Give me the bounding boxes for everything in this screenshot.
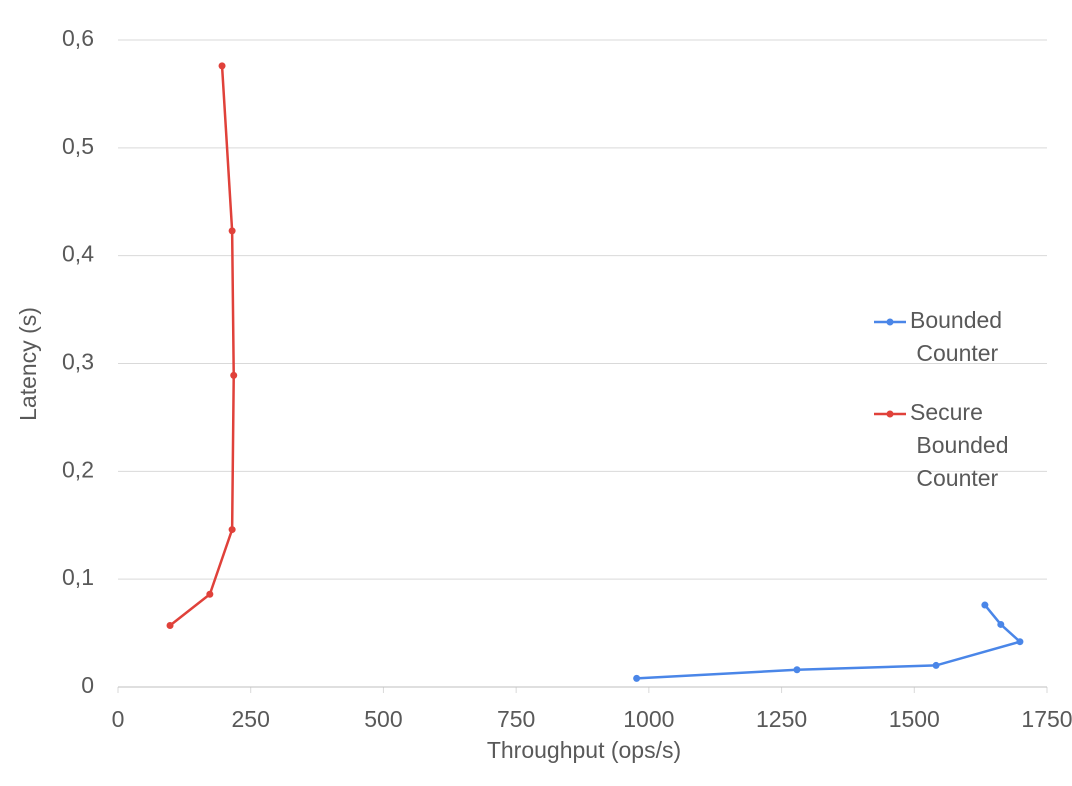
x-tick-label: 0 [112,706,125,732]
y-tick-label: 0,6 [62,25,94,51]
data-point [228,227,236,235]
x-tick-label: 500 [364,706,402,732]
x-tick-label: 250 [232,706,270,732]
y-tick-label: 0,3 [62,349,94,375]
data-point [230,371,238,379]
x-tick-label: 750 [497,706,535,732]
y-tick-label: 0,1 [62,564,94,590]
data-point [932,661,940,669]
x-tick-label: 1750 [1021,706,1072,732]
legend-label: Bounded Counter [910,307,1002,366]
x-tick-label: 1250 [756,706,807,732]
y-tick-label: 0,4 [62,241,94,267]
y-tick-label: 0 [81,672,94,698]
legend-label: Secure Bounded Counter [910,399,1008,491]
x-tick-label: 1000 [623,706,674,732]
legend-marker [886,318,894,326]
data-point [218,62,226,70]
data-point [997,620,1005,628]
data-point [228,526,236,534]
data-point [206,590,214,598]
x-tick-label: 1500 [889,706,940,732]
legend-marker [886,410,894,418]
data-point [633,674,641,682]
data-point [793,666,801,674]
series-line [169,65,235,627]
series-line [636,604,1023,680]
data-point [981,601,989,609]
y-tick-label: 0,5 [62,133,94,159]
y-tick-label: 0,2 [62,456,94,482]
data-point [166,622,174,630]
x-axis-title: Throughput (ops/s) [487,737,681,763]
data-point [1016,638,1024,646]
y-axis-title: Latency (s) [15,307,41,421]
